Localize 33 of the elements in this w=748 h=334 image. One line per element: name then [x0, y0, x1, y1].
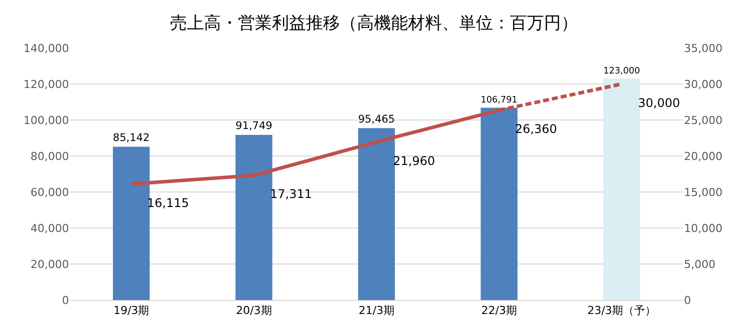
- y2-tick-label: 15,000: [684, 186, 722, 199]
- y2-tick-label: 10,000: [684, 222, 722, 235]
- y-tick-label: 100,000: [24, 114, 69, 127]
- data-label: 95,465: [358, 114, 395, 126]
- y-tick-label: 60,000: [30, 186, 69, 199]
- y-tick-label: 80,000: [30, 150, 69, 163]
- y-tick-label: 40,000: [30, 222, 69, 235]
- x-tick-label: 19/3期: [113, 304, 150, 318]
- data-label: 85,142: [112, 132, 150, 144]
- bar: [358, 128, 395, 300]
- y2-tick-label: 35,000: [684, 42, 722, 55]
- bar: [112, 146, 150, 300]
- bar: [603, 78, 640, 300]
- y2-tick-label: 0: [684, 294, 691, 307]
- chart-title: 売上高・営業利益推移（高機能材料、単位：百万円）: [170, 14, 578, 34]
- x-tick-label: 23/3期（予）: [587, 304, 656, 318]
- data-label: 123,000: [603, 66, 640, 76]
- y-tick-label: 120,000: [24, 78, 69, 91]
- y-tick-label: 140,000: [24, 42, 69, 55]
- data-label: 106,791: [480, 96, 518, 106]
- data-label: 30,000: [638, 96, 680, 110]
- y2-tick-label: 30,000: [684, 78, 722, 91]
- y2-tick-label: 25,000: [684, 114, 722, 127]
- x-tick-label: 21/3期: [358, 304, 394, 318]
- y-tick-label: 20,000: [30, 258, 69, 271]
- bar: [236, 134, 272, 300]
- x-tick-label: 22/3期: [481, 304, 517, 318]
- y-tick-label: 0: [62, 294, 69, 307]
- y2-tick-label: 20,000: [684, 150, 722, 163]
- data-label: 91,749: [236, 120, 272, 132]
- x-tick-label: 20/3期: [236, 304, 272, 318]
- bar: [480, 108, 518, 300]
- y2-tick-label: 5,000: [684, 258, 716, 271]
